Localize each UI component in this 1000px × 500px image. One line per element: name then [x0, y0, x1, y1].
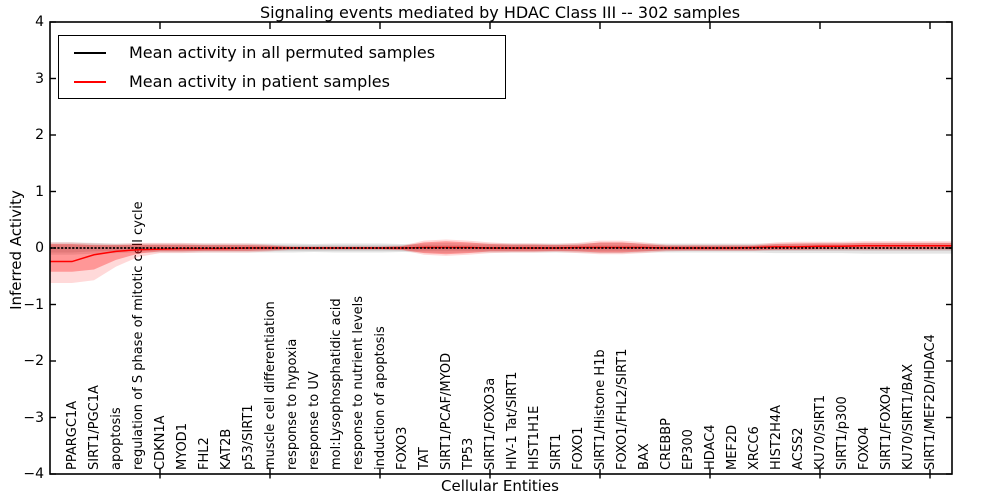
x-category-label: FHL2 — [197, 437, 212, 470]
y-tick-label: −1 — [23, 296, 44, 313]
x-category-label: FOXO4 — [857, 426, 872, 470]
permuted-band-inner — [50, 244, 952, 253]
legend-line-sample-red — [74, 80, 106, 83]
legend-label: Mean activity in patient samples — [129, 72, 390, 91]
x-category-label: TP53 — [461, 437, 476, 470]
x-category-label: HIST2H4A — [769, 404, 784, 470]
x-category-label: SIRT1/MEF2D/HDAC4 — [923, 334, 938, 470]
legend-line-sample-black — [74, 51, 106, 54]
x-category-label: muscle cell differentiation — [263, 301, 278, 470]
chart-title: Signaling events mediated by HDAC Class … — [259, 3, 741, 22]
legend-item-permuted: Mean activity in all permuted samples — [59, 42, 505, 64]
x-category-label: SIRT1 — [549, 433, 564, 470]
x-category-label: FOXO3 — [395, 426, 410, 470]
permuted-band-outer — [50, 242, 952, 255]
x-category-label: HIV-1 Tat/SIRT1 — [505, 371, 520, 470]
x-axis-label: Cellular Entities — [441, 477, 559, 495]
x-category-label: HIST1H1E — [527, 405, 542, 470]
x-category-label: SIRT1/PCAF/MYOD — [439, 352, 454, 470]
legend-item-patient: Mean activity in patient samples — [59, 71, 505, 93]
x-category-label: SIRT1/Histone H1b — [593, 349, 608, 470]
x-category-label: KAT2B — [219, 428, 234, 470]
x-category-label: induction of apoptosis — [373, 326, 388, 470]
patient-band-outer — [50, 239, 952, 284]
x-category-label: CDKN1A — [153, 415, 168, 470]
y-tick-label: 1 — [35, 183, 44, 200]
series-patient — [50, 244, 952, 263]
patient-band-inner — [50, 241, 952, 272]
x-category-label: BAX — [637, 443, 652, 470]
x-category-label: PPARGC1A — [65, 400, 80, 470]
x-category-label: response to hypoxia — [285, 338, 300, 470]
x-category-label: KU70/SIRT1/BAX — [901, 363, 916, 470]
x-category-label: apoptosis — [109, 407, 124, 470]
y-tick-label: −3 — [23, 409, 44, 426]
x-category-label: EP300 — [681, 429, 696, 470]
x-category-label: ACSS2 — [791, 427, 806, 470]
x-category-label: KU70/SIRT1 — [813, 395, 828, 470]
x-category-label: FOXO1/FHL2/SIRT1 — [615, 348, 630, 470]
x-category-label: SIRT1/PGC1A — [87, 385, 102, 470]
y-tick-label: −4 — [23, 466, 44, 482]
y-tick-label: 2 — [35, 127, 44, 143]
x-category-label: regulation of S phase of mitotic cell cy… — [131, 201, 146, 470]
x-category-label: mol:Lysophosphatidic acid — [329, 298, 344, 470]
x-category-label: response to UV — [307, 371, 322, 470]
x-category-label: response to nutrient levels — [351, 295, 366, 470]
x-category-label: MYOD1 — [175, 423, 190, 470]
x-category-label: XRCC6 — [747, 426, 762, 470]
x-category-label: FOXO1 — [571, 426, 586, 470]
x-category-label: SIRT1/FOXO3a — [483, 377, 498, 470]
legend: Mean activity in all permuted samples Me… — [58, 35, 506, 99]
y-tick-label: −2 — [23, 353, 44, 369]
legend-label: Mean activity in all permuted samples — [129, 43, 436, 62]
y-tick-label: 3 — [35, 70, 44, 87]
y-tick-label: 4 — [35, 14, 44, 30]
x-category-label: CREBBP — [659, 418, 674, 470]
x-category-label: TAT — [417, 447, 432, 470]
x-category-label: MEF2D — [725, 424, 740, 470]
x-category-label: p53/SIRT1 — [241, 404, 256, 470]
y-tick-label: 0 — [35, 240, 44, 256]
x-category-label: HDAC4 — [703, 424, 718, 470]
x-category-label: SIRT1/FOXO4 — [879, 385, 894, 470]
x-category-label: SIRT1/p300 — [835, 396, 850, 470]
